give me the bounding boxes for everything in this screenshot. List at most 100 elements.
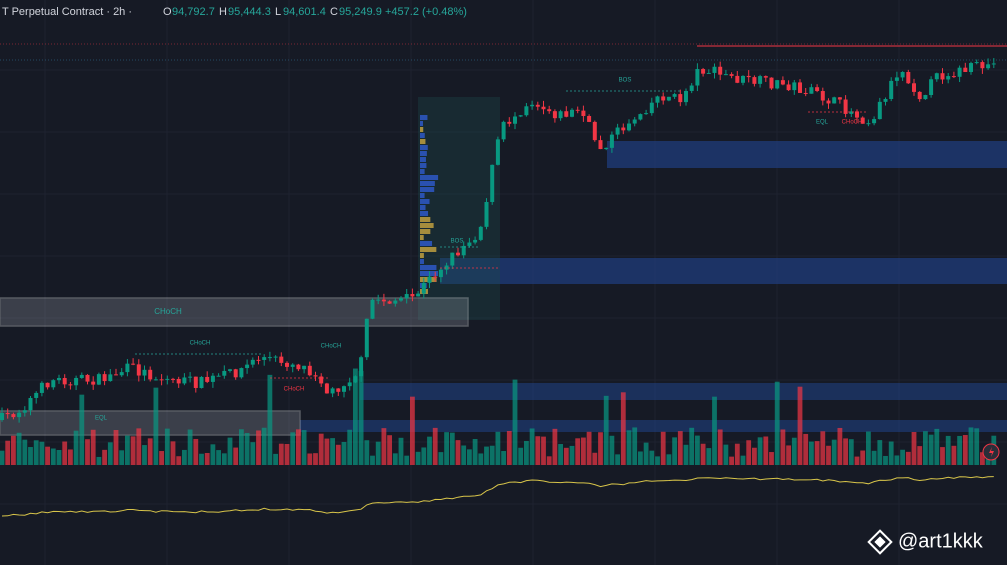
eql-label: EQL: [95, 416, 108, 422]
candle-body: [963, 67, 968, 72]
alert-bolt: [989, 447, 994, 457]
volume-bar: [609, 435, 615, 465]
watermark-text: @art1kkk: [898, 530, 984, 552]
candle-body: [456, 252, 460, 256]
volume-bar: [28, 447, 33, 465]
volume-bar: [877, 440, 883, 465]
candle-body: [917, 91, 922, 100]
candle-body: [433, 276, 438, 278]
candle-body: [250, 359, 255, 365]
candle-body: [307, 365, 312, 376]
volume-bar: [934, 428, 940, 465]
candle-body: [552, 111, 557, 119]
candle-body: [689, 85, 694, 91]
candle-body: [484, 201, 489, 227]
candle-body: [199, 376, 204, 388]
range-box: [0, 297, 469, 327]
candle-body: [575, 109, 580, 111]
volume-bar: [689, 427, 695, 465]
volume-bar: [90, 429, 96, 465]
volume-bar: [962, 435, 968, 465]
volume-bar: [729, 456, 734, 465]
volume-bar: [797, 386, 803, 465]
candle-body: [906, 71, 911, 84]
candle-body: [450, 252, 455, 266]
volume-bar: [541, 436, 546, 465]
profile-bar: [420, 229, 431, 234]
volume-bar: [763, 436, 769, 465]
volume-bar: [210, 444, 216, 465]
candle-body: [923, 95, 928, 100]
volume-bar: [598, 432, 603, 465]
candle-body: [929, 79, 934, 96]
volume-bar: [290, 432, 296, 465]
high-label: H: [219, 6, 227, 18]
volume-bar: [125, 435, 130, 465]
candle-body: [438, 269, 443, 278]
candle-body: [210, 375, 215, 382]
volume-bar: [957, 435, 962, 465]
volume-bar: [142, 445, 147, 465]
candle-body: [786, 84, 791, 91]
volume-bar: [871, 450, 877, 465]
volume-bar: [130, 436, 136, 465]
candle-body: [621, 127, 626, 131]
volume-bar: [911, 431, 917, 465]
profile-bar: [420, 175, 439, 180]
volume-bar: [256, 430, 261, 465]
candle-body: [256, 359, 261, 361]
candle-body: [735, 75, 740, 83]
profile-bar: [420, 121, 424, 126]
volume-bar: [843, 438, 848, 465]
candle-body: [729, 74, 734, 76]
candle-body: [615, 127, 620, 135]
volume-bar: [73, 430, 79, 465]
candle-body: [695, 69, 700, 86]
volume-bar: [227, 437, 233, 465]
candle-body: [324, 383, 329, 394]
volume-bar: [398, 437, 404, 465]
candle-body: [866, 123, 871, 125]
low-value: 94,601.4: [283, 6, 326, 18]
volume-bar: [626, 430, 632, 465]
candle-body: [114, 374, 118, 376]
candle-body: [809, 87, 814, 94]
volume-bar: [484, 446, 489, 465]
candle-body: [986, 64, 991, 69]
volume-bar: [153, 387, 159, 465]
candle-body: [171, 378, 175, 380]
volume-bar: [558, 444, 563, 465]
candle-body: [404, 294, 409, 299]
volume-bar: [495, 431, 501, 465]
profile-bar: [420, 205, 426, 210]
candle-body: [592, 121, 597, 141]
volume-bar: [546, 456, 552, 465]
candle-body: [22, 410, 27, 413]
profile-bar: [420, 139, 426, 144]
volume-bar: [472, 438, 478, 465]
profile-bar: [420, 169, 425, 174]
volume-bar: [672, 437, 677, 465]
volume-bar: [478, 453, 484, 465]
volume-bar: [592, 452, 598, 465]
candle-body: [5, 413, 10, 415]
volume-bar: [649, 450, 655, 465]
profile-bar: [420, 223, 434, 228]
volume-bar: [45, 446, 50, 465]
volume-bar: [974, 428, 980, 465]
volume-bar: [831, 439, 837, 465]
candle-body: [701, 69, 706, 74]
profile-bar: [420, 247, 437, 252]
candle-body: [108, 374, 113, 382]
candle-body: [934, 73, 939, 80]
candle-body: [313, 375, 318, 377]
candle-body: [706, 72, 711, 74]
candle-body: [638, 114, 643, 120]
volume-bar: [461, 445, 467, 465]
candle-body: [763, 76, 768, 78]
volume-bar: [364, 440, 370, 465]
profile-bar: [420, 163, 427, 168]
volume-bar: [905, 451, 911, 465]
candle-body: [524, 106, 529, 116]
candle-body: [564, 111, 569, 117]
